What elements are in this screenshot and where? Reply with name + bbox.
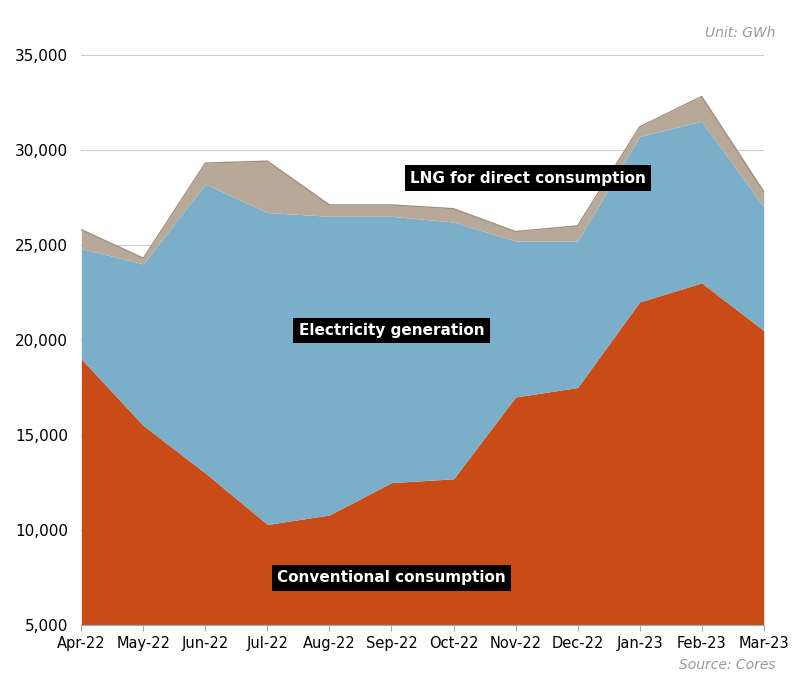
- Text: Source: Cores: Source: Cores: [679, 658, 775, 672]
- Text: Conventional consumption: Conventional consumption: [277, 570, 505, 585]
- Text: Unit: GWh: Unit: GWh: [704, 26, 775, 40]
- Text: LNG for direct consumption: LNG for direct consumption: [410, 171, 645, 185]
- Text: Electricity generation: Electricity generation: [298, 323, 483, 338]
